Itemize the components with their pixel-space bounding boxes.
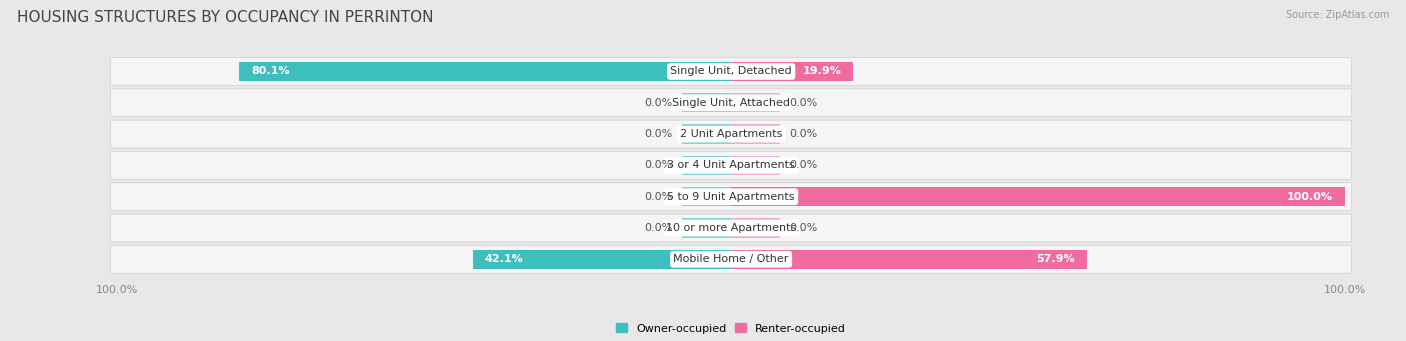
Text: 100.0%: 100.0% — [1286, 192, 1333, 202]
Text: 3 or 4 Unit Apartments: 3 or 4 Unit Apartments — [668, 160, 794, 170]
Text: 2 Unit Apartments: 2 Unit Apartments — [681, 129, 782, 139]
Bar — [682, 218, 731, 238]
Text: 0.0%: 0.0% — [790, 129, 818, 139]
FancyBboxPatch shape — [111, 183, 1351, 211]
Bar — [682, 187, 731, 206]
FancyBboxPatch shape — [111, 89, 1351, 117]
Text: HOUSING STRUCTURES BY OCCUPANCY IN PERRINTON: HOUSING STRUCTURES BY OCCUPANCY IN PERRI… — [17, 10, 433, 25]
Text: 42.1%: 42.1% — [485, 254, 523, 264]
Bar — [682, 124, 731, 144]
Bar — [731, 250, 1087, 269]
Text: 0.0%: 0.0% — [644, 129, 672, 139]
Text: Source: ZipAtlas.com: Source: ZipAtlas.com — [1285, 10, 1389, 20]
Bar — [731, 124, 780, 144]
Bar — [682, 156, 731, 175]
FancyBboxPatch shape — [111, 151, 1351, 179]
Text: 0.0%: 0.0% — [644, 98, 672, 108]
Bar — [731, 156, 780, 175]
Text: Single Unit, Attached: Single Unit, Attached — [672, 98, 790, 108]
Bar — [731, 218, 780, 238]
FancyBboxPatch shape — [111, 246, 1351, 273]
Bar — [731, 93, 780, 113]
Text: 19.9%: 19.9% — [803, 66, 841, 76]
Text: 5 to 9 Unit Apartments: 5 to 9 Unit Apartments — [668, 192, 794, 202]
Bar — [682, 93, 731, 113]
Bar — [731, 187, 1346, 206]
Text: 0.0%: 0.0% — [644, 160, 672, 170]
FancyBboxPatch shape — [111, 214, 1351, 242]
Text: 0.0%: 0.0% — [790, 223, 818, 233]
Bar — [472, 250, 731, 269]
Bar — [731, 62, 853, 81]
Bar — [239, 62, 731, 81]
Text: 10 or more Apartments: 10 or more Apartments — [666, 223, 796, 233]
FancyBboxPatch shape — [111, 58, 1351, 86]
FancyBboxPatch shape — [111, 120, 1351, 148]
Text: 0.0%: 0.0% — [790, 160, 818, 170]
Text: 80.1%: 80.1% — [252, 66, 290, 76]
Text: Single Unit, Detached: Single Unit, Detached — [671, 66, 792, 76]
Text: Mobile Home / Other: Mobile Home / Other — [673, 254, 789, 264]
Text: 0.0%: 0.0% — [644, 192, 672, 202]
Text: 0.0%: 0.0% — [644, 223, 672, 233]
Text: 0.0%: 0.0% — [790, 98, 818, 108]
Text: 57.9%: 57.9% — [1036, 254, 1074, 264]
Legend: Owner-occupied, Renter-occupied: Owner-occupied, Renter-occupied — [612, 319, 851, 338]
